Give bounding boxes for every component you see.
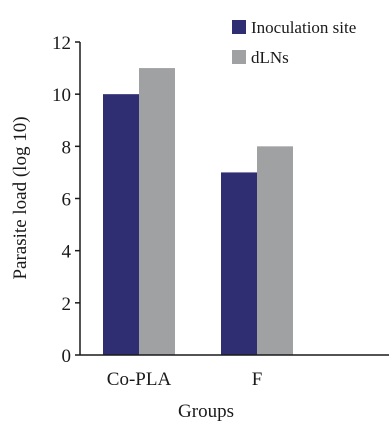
y-axis: 0 2 4 6 8 10 12: [52, 33, 81, 367]
bar-co-pla-inoculation-site: [103, 94, 139, 356]
legend: Inoculation site dLNs: [232, 18, 356, 67]
x-tick-label: F: [252, 369, 263, 390]
y-ticks: 0 2 4 6 8 10 12: [52, 33, 80, 367]
y-tick-label: 12: [52, 33, 71, 54]
y-tick-label: 10: [52, 85, 71, 106]
y-tick-label: 2: [62, 294, 72, 315]
bar-f-dlns: [257, 146, 293, 355]
bar-f-inoculation-site: [221, 172, 257, 355]
y-tick-label: 8: [62, 137, 72, 158]
y-tick-label: 6: [62, 190, 72, 211]
y-tick-label: 0: [62, 346, 72, 367]
bar-co-pla-dlns: [139, 68, 175, 355]
legend-swatch: [232, 50, 246, 64]
x-tick-label: Co-PLA: [107, 369, 172, 390]
y-tick-label: 4: [62, 242, 72, 263]
y-axis-title: Parasite load (log 10): [10, 116, 31, 279]
x-axis: Co-PLA F: [80, 354, 389, 390]
legend-swatch: [232, 20, 246, 34]
legend-label: Inoculation site: [251, 18, 356, 37]
x-tick-labels: Co-PLA F: [107, 369, 262, 390]
bars-layer: [103, 68, 293, 356]
legend-label: dLNs: [251, 48, 289, 67]
x-axis-title: Groups: [178, 401, 234, 421]
